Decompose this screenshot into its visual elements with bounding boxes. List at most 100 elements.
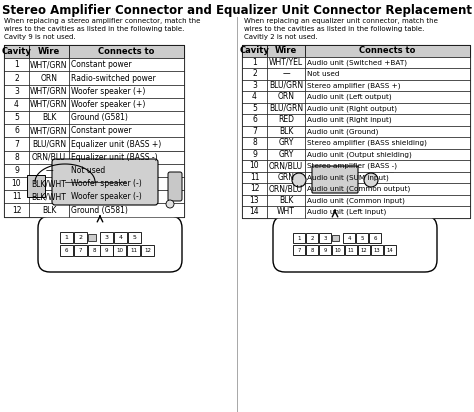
Text: Stereo amplifier (BASS +): Stereo amplifier (BASS +) (307, 82, 401, 89)
FancyBboxPatch shape (69, 177, 184, 190)
FancyBboxPatch shape (88, 234, 96, 241)
Text: Stereo Amplifier Connector and Equalizer Unit Connector Replacement: Stereo Amplifier Connector and Equalizer… (2, 4, 472, 17)
Text: 11: 11 (250, 173, 259, 182)
FancyBboxPatch shape (267, 171, 305, 183)
Text: 6: 6 (373, 236, 377, 241)
FancyBboxPatch shape (4, 45, 29, 58)
Text: 9: 9 (105, 248, 108, 253)
FancyBboxPatch shape (267, 45, 305, 56)
Text: 8: 8 (310, 248, 314, 253)
FancyBboxPatch shape (4, 137, 29, 151)
FancyBboxPatch shape (141, 245, 154, 256)
Text: WHT/GRN: WHT/GRN (30, 60, 68, 69)
FancyBboxPatch shape (60, 232, 73, 243)
FancyBboxPatch shape (27, 175, 45, 197)
FancyBboxPatch shape (305, 103, 470, 114)
Circle shape (292, 173, 306, 187)
Text: —: — (45, 166, 53, 175)
Text: BLU/GRN: BLU/GRN (269, 81, 303, 90)
FancyBboxPatch shape (305, 206, 470, 218)
FancyBboxPatch shape (358, 245, 370, 255)
Text: BLU/GRN: BLU/GRN (269, 104, 303, 113)
Text: WHT: WHT (277, 207, 295, 216)
Text: WHT/YEL: WHT/YEL (269, 58, 303, 67)
Text: 9: 9 (252, 150, 257, 159)
Text: Equalizer unit (BASS -): Equalizer unit (BASS -) (71, 153, 158, 162)
Text: 2: 2 (252, 69, 257, 78)
FancyBboxPatch shape (305, 91, 470, 103)
FancyBboxPatch shape (356, 233, 368, 243)
Text: 13: 13 (374, 248, 380, 253)
Text: 1: 1 (252, 58, 257, 67)
Text: 4: 4 (347, 236, 351, 241)
Text: 10: 10 (12, 179, 21, 188)
Text: RED: RED (278, 115, 294, 124)
Text: 11: 11 (347, 248, 355, 253)
Text: Ground (G581): Ground (G581) (71, 206, 128, 215)
Text: 5: 5 (133, 235, 137, 240)
FancyBboxPatch shape (4, 177, 29, 190)
FancyBboxPatch shape (312, 166, 358, 193)
FancyBboxPatch shape (4, 190, 29, 204)
FancyBboxPatch shape (305, 171, 470, 183)
Text: BLK/WHT: BLK/WHT (32, 192, 66, 201)
FancyBboxPatch shape (242, 148, 267, 160)
Text: Woofer speaker (-): Woofer speaker (-) (71, 179, 142, 188)
FancyBboxPatch shape (306, 245, 318, 255)
Text: When replacing a stereo amplifier connector, match the
wires to the cavities as : When replacing a stereo amplifier connec… (4, 18, 201, 40)
FancyBboxPatch shape (267, 206, 305, 218)
Text: WHT/GRN: WHT/GRN (30, 126, 68, 135)
Text: 5: 5 (360, 236, 364, 241)
FancyBboxPatch shape (114, 232, 127, 243)
FancyBboxPatch shape (242, 45, 470, 218)
FancyBboxPatch shape (369, 233, 381, 243)
FancyBboxPatch shape (305, 45, 470, 56)
Text: ORN/BLU: ORN/BLU (269, 184, 303, 193)
FancyBboxPatch shape (305, 80, 470, 91)
FancyBboxPatch shape (242, 68, 267, 80)
Text: Audio unit (Left input): Audio unit (Left input) (307, 208, 386, 215)
Text: 3: 3 (252, 81, 257, 90)
FancyBboxPatch shape (4, 151, 29, 164)
Text: Audio unit (Right input): Audio unit (Right input) (307, 117, 392, 123)
FancyBboxPatch shape (267, 183, 305, 194)
Text: Equalizer unit (BASS +): Equalizer unit (BASS +) (71, 140, 161, 148)
FancyBboxPatch shape (29, 204, 69, 217)
FancyBboxPatch shape (4, 164, 29, 177)
FancyBboxPatch shape (267, 68, 305, 80)
FancyBboxPatch shape (29, 58, 69, 71)
FancyBboxPatch shape (29, 71, 69, 84)
Text: 13: 13 (250, 196, 259, 205)
FancyBboxPatch shape (74, 232, 87, 243)
Text: Woofer speaker (+): Woofer speaker (+) (71, 100, 146, 109)
Text: —: — (282, 69, 290, 78)
FancyBboxPatch shape (29, 111, 69, 124)
FancyBboxPatch shape (100, 232, 113, 243)
Text: 9: 9 (14, 166, 19, 175)
Text: GRY: GRY (278, 150, 294, 159)
FancyBboxPatch shape (242, 103, 267, 114)
FancyBboxPatch shape (88, 245, 101, 256)
Text: 12: 12 (144, 248, 151, 253)
Text: 4: 4 (14, 100, 19, 109)
FancyBboxPatch shape (284, 156, 386, 203)
Text: 1: 1 (297, 236, 301, 241)
Text: Audio unit (Output shielding): Audio unit (Output shielding) (307, 151, 412, 157)
FancyBboxPatch shape (29, 151, 69, 164)
Text: 2: 2 (14, 73, 19, 82)
Text: Connects to: Connects to (359, 46, 416, 55)
Text: 12: 12 (12, 206, 21, 215)
FancyBboxPatch shape (69, 45, 184, 58)
FancyBboxPatch shape (305, 56, 470, 68)
Text: WHT/GRN: WHT/GRN (30, 87, 68, 96)
FancyBboxPatch shape (74, 245, 87, 256)
FancyBboxPatch shape (69, 58, 184, 71)
FancyBboxPatch shape (242, 194, 267, 206)
FancyBboxPatch shape (29, 137, 69, 151)
FancyBboxPatch shape (384, 245, 396, 255)
Text: Not used: Not used (307, 71, 339, 77)
Text: 3: 3 (104, 235, 109, 240)
Text: Audio unit (Right output): Audio unit (Right output) (307, 105, 397, 112)
Text: When replacing an equalizer unit connector, match the
wires to the cavities as l: When replacing an equalizer unit connect… (244, 18, 438, 40)
FancyBboxPatch shape (29, 190, 69, 204)
